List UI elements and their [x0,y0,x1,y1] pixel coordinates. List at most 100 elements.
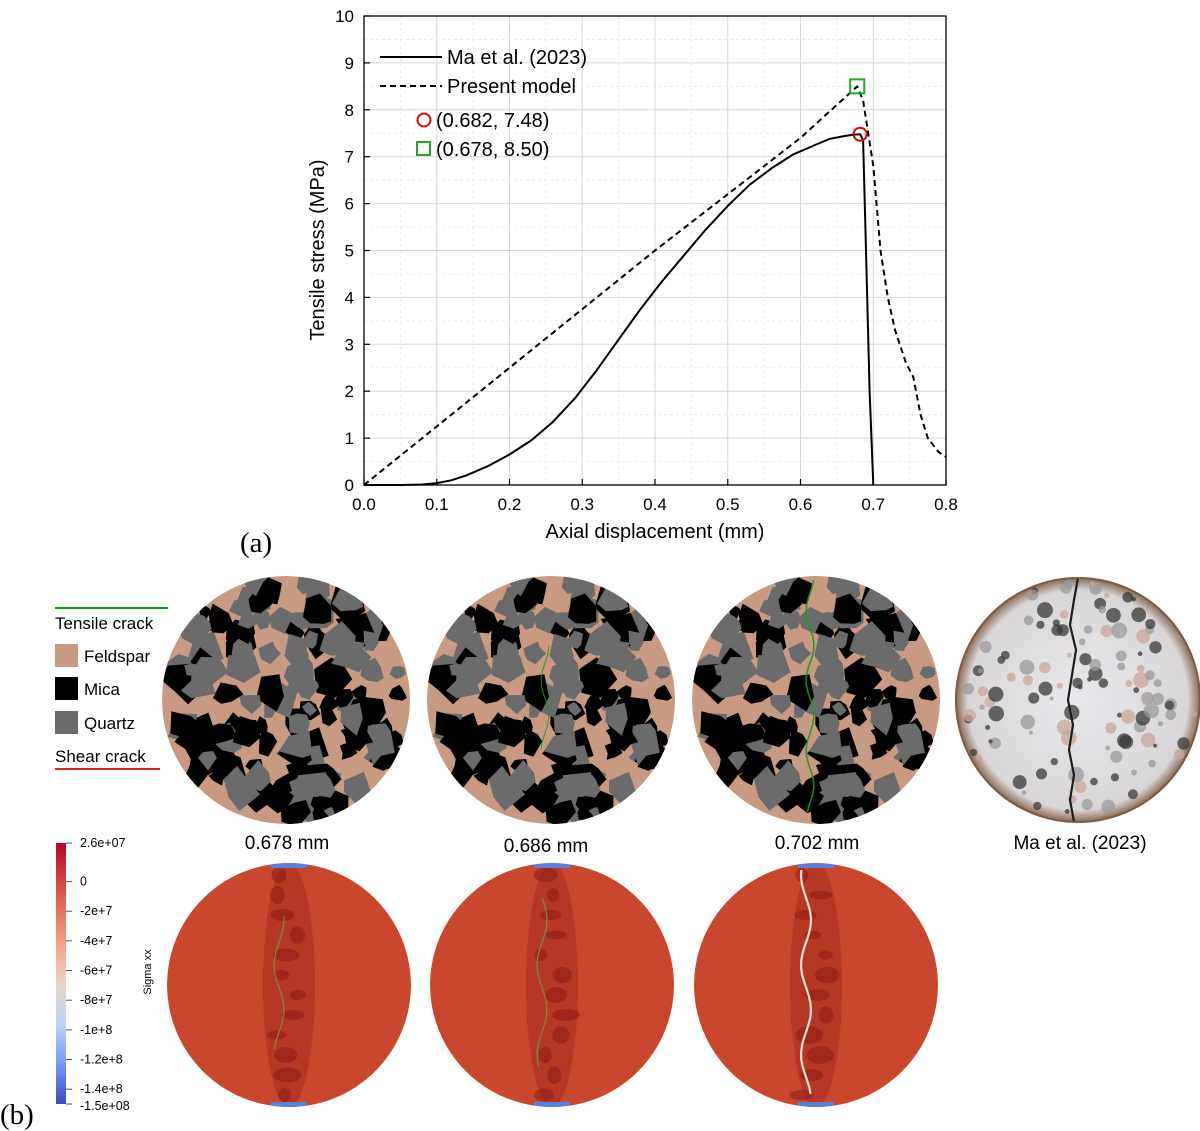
mineral-grain [782,608,801,630]
mica-swatch [55,677,78,700]
stress-concentration [818,950,834,960]
chart-ticks: 0.0 0.1 0.2 0.3 0.4 0.5 0.6 0.7 0.8 0 1 2 3 4 5 6 7 8 9 10 [335,7,958,514]
photo-grain [1000,650,1010,660]
grain-specimens [162,576,940,824]
colorbar-ticks: 2.6e+07 0 -2e+7 -4e+7 -6e+7 -8e+7 -1e+8 -1.2e+8… [66,836,130,1113]
photo-grain [1142,699,1148,706]
mineral-grain [545,799,576,824]
photo-grain [1078,638,1086,646]
photo-grain [1101,799,1116,814]
mineral-grain [339,742,358,760]
legend-label-peak-model: (0.678, 8.50) [436,139,549,161]
photo-grain [1083,625,1093,634]
x-tick-label: 0.0 [352,495,376,514]
mineral-grain [892,708,907,726]
loading-contact-top [534,863,570,868]
mineral-grain [473,603,499,634]
mineral-grain [239,695,262,714]
mineral-grain [840,796,861,813]
photo-grain [1125,680,1133,688]
stress-concentration [818,1006,834,1024]
mineral-grain [605,702,628,736]
photo-grain [1064,809,1070,814]
mineral-grain [788,729,808,757]
colorbar-tick-label: -6e+7 [80,964,112,978]
stress-concentration [270,886,285,904]
mineral-grain [810,799,841,824]
feldspar-label: Feldspar [84,647,150,666]
colorbar-tick-label: -1.5e+08 [80,1099,130,1113]
photo-grain [1056,682,1063,689]
photo-grain [1064,579,1073,589]
mineral-grain [523,641,546,665]
mineral-grain [521,674,549,712]
mineral-grain [567,701,582,716]
photo-grain [1153,679,1162,688]
mineral-grain [604,742,623,760]
mineral-grain [568,593,597,624]
mineral-grain [738,603,764,634]
stress-concentration [273,1067,302,1083]
loading-contact-top [798,863,834,868]
photo-grain [1122,591,1134,603]
stress-specimen [694,863,938,1107]
y-tick-label: 7 [345,148,354,167]
photo-grain [1100,624,1113,637]
legend-square-marker [416,141,431,156]
peak-marker-square [849,78,866,95]
mineral-grain [869,742,888,760]
mineral-grain [223,765,261,811]
photo-grain [1098,605,1106,614]
mineral-grain [756,655,791,683]
photo-grain [1074,780,1087,794]
mineral-grain [478,682,509,704]
photo-grain [1136,664,1145,673]
photo-grain [1038,681,1053,696]
photo-grain [969,748,978,757]
caption-0686: 0.686 mm [504,836,588,857]
stress-concentration [804,989,831,1001]
photo-grain [1019,659,1035,675]
photo-grain [1143,702,1160,719]
mineral-grain [504,695,527,714]
mineral-grain [616,685,632,699]
x-tick-label: 0.6 [789,495,813,514]
x-tick-label: 0.8 [934,495,958,514]
legend-label-ma: Ma et al. (2023) [447,47,587,69]
y-axis-label: Tensile stress (MPa) [307,159,329,340]
stress-specimen [430,863,674,1107]
mineral-grain [362,708,377,726]
photo-grain [1117,712,1122,718]
mineral-grain [509,760,536,792]
mineral-grain [302,701,317,716]
photo-fracture [1066,578,1080,822]
mineral-grain [786,577,812,605]
mineral-grain [553,713,575,735]
stress-concentration [533,1088,554,1102]
loading-band [263,863,315,1107]
photo-grain [1110,750,1123,763]
mineral-grain [462,751,482,771]
caption-0678: 0.678 mm [245,833,329,854]
stress-concentration [271,866,287,884]
photo-grain [1110,773,1120,782]
mineral-grain [844,657,883,698]
colorbar-ramp [56,843,66,1104]
mineral-grain [814,633,839,671]
y-tick-label: 4 [345,288,354,307]
mineral-grain [533,606,557,634]
colorbar-tick-label: -8e+7 [80,993,112,1007]
mineral-grain [919,666,936,679]
series-line-present [363,85,947,486]
photo-grain [1039,661,1051,674]
stress-crack [799,869,813,1095]
chart-legend: Ma et al. (2023) Present model (0.682, 7… [380,47,587,161]
photo-grain [1173,749,1185,760]
mineral-grain [491,655,526,683]
photo-grain [1144,670,1155,681]
stress-concentration [538,1047,552,1063]
y-tick-label: 1 [345,429,354,448]
mineral-grain [197,751,217,771]
colorbar-tick-label: -2e+7 [80,904,112,918]
